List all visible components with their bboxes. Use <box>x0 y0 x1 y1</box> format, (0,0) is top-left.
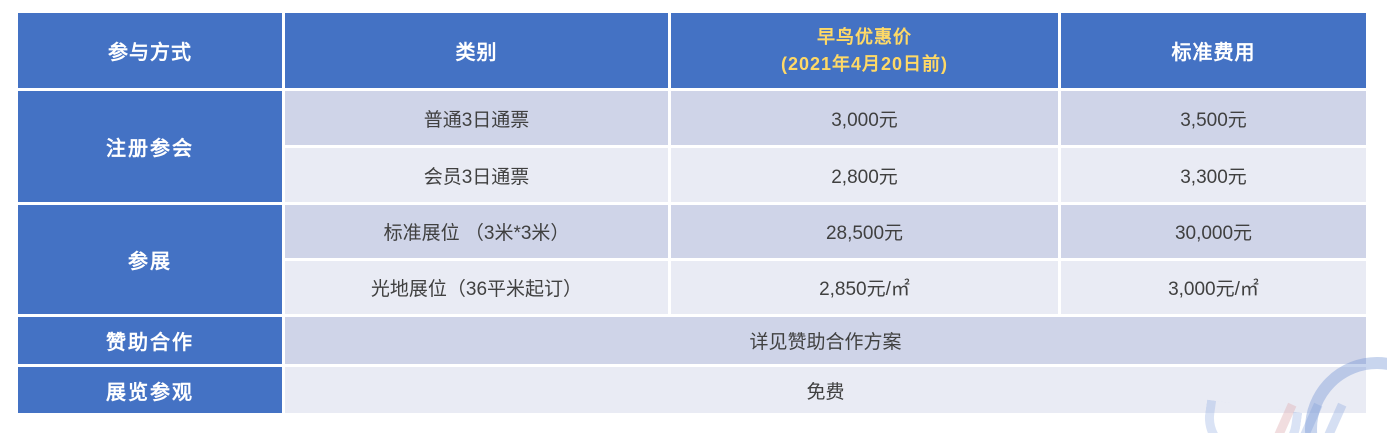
cell-standard-member-pass: 3,300元 <box>1061 148 1366 202</box>
cell-early-bird-raw-space: 2,850元/㎡ <box>671 261 1058 314</box>
cell-standard-standard-booth: 30,000元 <box>1061 205 1366 258</box>
cell-category-general-pass: 普通3日通票 <box>285 91 668 145</box>
group-label-exhibiting: 参展 <box>18 205 282 314</box>
cell-standard-raw-space: 3,000元/㎡ <box>1061 261 1366 314</box>
group-label-registration: 注册参会 <box>18 91 282 202</box>
cell-category-raw-space: 光地展位（36平米起订） <box>285 261 668 314</box>
cell-early-bird-general-pass: 3,000元 <box>671 91 1058 145</box>
header-participation: 参与方式 <box>18 13 282 88</box>
cell-early-bird-member-pass: 2,800元 <box>671 148 1058 202</box>
header-early-bird: 早鸟优惠价 (2021年4月20日前) <box>671 13 1058 88</box>
cell-standard-general-pass: 3,500元 <box>1061 91 1366 145</box>
header-early-bird-title: 早鸟优惠价 <box>817 27 912 48</box>
header-standard-fee: 标准费用 <box>1061 13 1366 88</box>
pricing-table: 参与方式 类别 早鸟优惠价 (2021年4月20日前) 标准费用 注册参会 参展… <box>18 13 1366 413</box>
cell-category-member-pass: 会员3日通票 <box>285 148 668 202</box>
header-category: 类别 <box>285 13 668 88</box>
group-label-sponsorship: 赞助合作 <box>18 317 282 364</box>
group-label-visiting: 展览参观 <box>18 367 282 413</box>
cell-sponsorship-note: 详见赞助合作方案 <box>285 317 1366 364</box>
cell-category-standard-booth: 标准展位 （3米*3米） <box>285 205 668 258</box>
header-early-bird-deadline: (2021年4月20日前) <box>780 53 949 74</box>
cell-visiting-note: 免费 <box>285 367 1366 413</box>
cell-early-bird-standard-booth: 28,500元 <box>671 205 1058 258</box>
